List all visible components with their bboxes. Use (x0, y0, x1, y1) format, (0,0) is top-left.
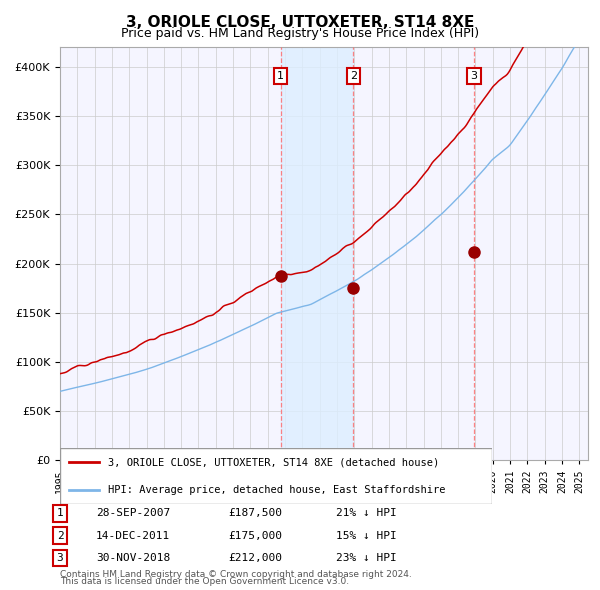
Text: 1: 1 (56, 509, 64, 518)
Text: 3: 3 (56, 553, 64, 563)
Text: £212,000: £212,000 (228, 553, 282, 563)
Text: 3, ORIOLE CLOSE, UTTOXETER, ST14 8XE (detached house): 3, ORIOLE CLOSE, UTTOXETER, ST14 8XE (de… (107, 457, 439, 467)
Text: Contains HM Land Registry data © Crown copyright and database right 2024.: Contains HM Land Registry data © Crown c… (60, 571, 412, 579)
Text: £187,500: £187,500 (228, 509, 282, 518)
Text: 28-SEP-2007: 28-SEP-2007 (96, 509, 170, 518)
Text: HPI: Average price, detached house, East Staffordshire: HPI: Average price, detached house, East… (107, 486, 445, 496)
Text: £175,000: £175,000 (228, 531, 282, 540)
Text: 21% ↓ HPI: 21% ↓ HPI (336, 509, 397, 518)
Text: 23% ↓ HPI: 23% ↓ HPI (336, 553, 397, 563)
Text: 2: 2 (350, 71, 357, 81)
Text: 15% ↓ HPI: 15% ↓ HPI (336, 531, 397, 540)
FancyBboxPatch shape (60, 448, 492, 504)
Text: This data is licensed under the Open Government Licence v3.0.: This data is licensed under the Open Gov… (60, 578, 349, 586)
Text: 3: 3 (470, 71, 478, 81)
Text: Price paid vs. HM Land Registry's House Price Index (HPI): Price paid vs. HM Land Registry's House … (121, 27, 479, 40)
Bar (281, 47, 353, 460)
Text: 30-NOV-2018: 30-NOV-2018 (96, 553, 170, 563)
Text: 14-DEC-2011: 14-DEC-2011 (96, 531, 170, 540)
Text: 1: 1 (277, 71, 284, 81)
Text: 3, ORIOLE CLOSE, UTTOXETER, ST14 8XE: 3, ORIOLE CLOSE, UTTOXETER, ST14 8XE (126, 15, 474, 30)
Text: 2: 2 (56, 531, 64, 540)
